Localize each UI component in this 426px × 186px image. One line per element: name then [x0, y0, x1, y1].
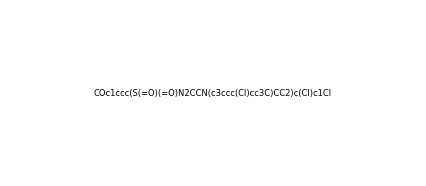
- Text: COc1ccc(S(=O)(=O)N2CCN(c3ccc(Cl)cc3C)CC2)c(Cl)c1Cl: COc1ccc(S(=O)(=O)N2CCN(c3ccc(Cl)cc3C)CC2…: [94, 89, 332, 97]
